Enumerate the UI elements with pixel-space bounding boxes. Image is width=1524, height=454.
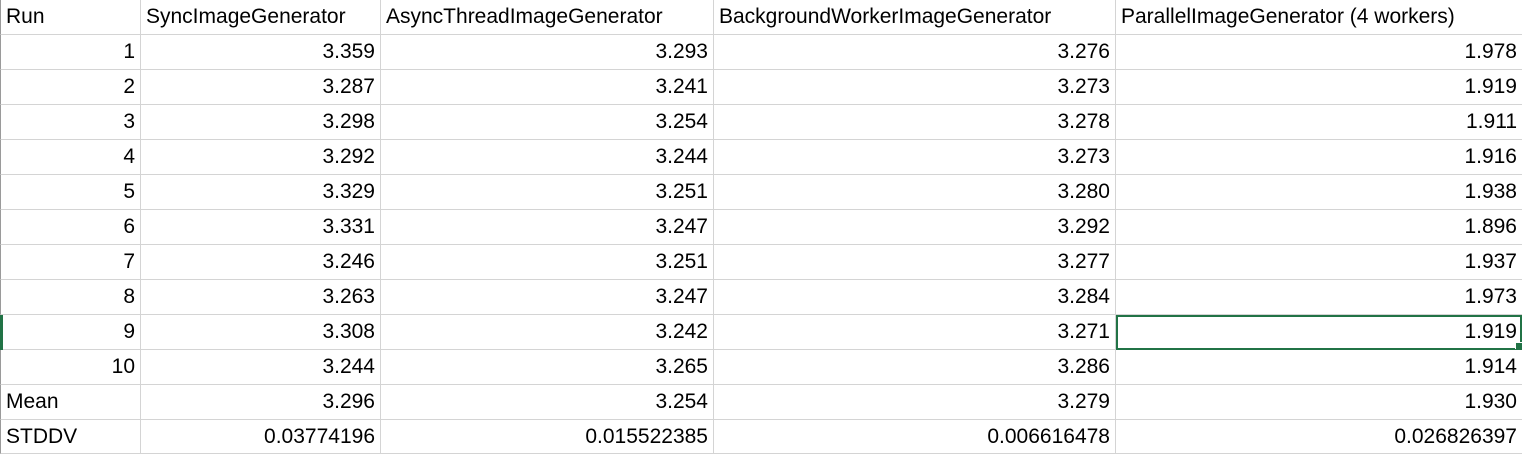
cell-background-worker[interactable]: 3.276 [714, 35, 1116, 70]
cell-background-worker[interactable]: 3.286 [714, 350, 1116, 385]
header-cell-parallel[interactable]: ParallelImageGenerator (4 workers) [1116, 0, 1522, 35]
mean-background-worker-cell[interactable]: 3.279 [714, 385, 1116, 420]
stddv-background-worker-cell[interactable]: 0.006616478 [714, 420, 1116, 454]
cell-sync[interactable]: 3.359 [141, 35, 381, 70]
mean-parallel-cell[interactable]: 1.930 [1116, 385, 1522, 420]
cell-async-thread[interactable]: 3.244 [381, 140, 714, 175]
table-row: 7 3.246 3.251 3.277 1.937 [0, 245, 1524, 280]
cell-sync[interactable]: 3.331 [141, 210, 381, 245]
cell-parallel[interactable]: 1.914 [1116, 350, 1522, 385]
cell-sync[interactable]: 3.298 [141, 105, 381, 140]
cell-run[interactable]: 3 [0, 105, 141, 140]
table-row: 3 3.298 3.254 3.278 1.911 [0, 105, 1524, 140]
table-row: 9 3.308 3.242 3.271 1.919 [0, 315, 1524, 350]
cell-parallel[interactable]: 1.896 [1116, 210, 1522, 245]
cell-parallel[interactable]: 1.938 [1116, 175, 1522, 210]
cell-run[interactable]: 4 [0, 140, 141, 175]
cell-sync[interactable]: 3.246 [141, 245, 381, 280]
cell-parallel[interactable]: 1.919 [1116, 70, 1522, 105]
table-row: 10 3.244 3.265 3.286 1.914 [0, 350, 1524, 385]
table-row: 4 3.292 3.244 3.273 1.916 [0, 140, 1524, 175]
stddv-row: STDDV 0.03774196 0.015522385 0.006616478… [0, 420, 1524, 454]
cell-run[interactable]: 9 [0, 315, 141, 350]
cell-background-worker[interactable]: 3.292 [714, 210, 1116, 245]
cell-parallel[interactable]: 1.937 [1116, 245, 1522, 280]
cell-sync[interactable]: 3.308 [141, 315, 381, 350]
cell-background-worker[interactable]: 3.278 [714, 105, 1116, 140]
cell-sync[interactable]: 3.263 [141, 280, 381, 315]
cell-background-worker[interactable]: 3.271 [714, 315, 1116, 350]
cell-parallel[interactable]: 1.978 [1116, 35, 1522, 70]
cell-run[interactable]: 2 [0, 70, 141, 105]
cell-async-thread[interactable]: 3.251 [381, 245, 714, 280]
cell-async-thread[interactable]: 3.247 [381, 280, 714, 315]
cell-background-worker[interactable]: 3.284 [714, 280, 1116, 315]
cell-sync[interactable]: 3.287 [141, 70, 381, 105]
cell-parallel[interactable]: 1.916 [1116, 140, 1522, 175]
header-cell-sync[interactable]: SyncImageGenerator [141, 0, 381, 35]
cell-async-thread[interactable]: 3.247 [381, 210, 714, 245]
cell-run[interactable]: 1 [0, 35, 141, 70]
cell-background-worker[interactable]: 3.273 [714, 140, 1116, 175]
cell-async-thread[interactable]: 3.241 [381, 70, 714, 105]
cell-run[interactable]: 6 [0, 210, 141, 245]
table-row: 5 3.329 3.251 3.280 1.938 [0, 175, 1524, 210]
cell-async-thread[interactable]: 3.293 [381, 35, 714, 70]
table-row: 1 3.359 3.293 3.276 1.978 [0, 35, 1524, 70]
stddv-label-cell[interactable]: STDDV [0, 420, 141, 454]
cell-background-worker[interactable]: 3.273 [714, 70, 1116, 105]
stddv-parallel-cell[interactable]: 0.026826397 [1116, 420, 1522, 454]
table-row: 8 3.263 3.247 3.284 1.973 [0, 280, 1524, 315]
mean-sync-cell[interactable]: 3.296 [141, 385, 381, 420]
cell-async-thread[interactable]: 3.254 [381, 105, 714, 140]
header-cell-background-worker[interactable]: BackgroundWorkerImageGenerator [714, 0, 1116, 35]
cell-parallel[interactable]: 1.911 [1116, 105, 1522, 140]
active-row-marker [0, 315, 3, 350]
cell-sync[interactable]: 3.329 [141, 175, 381, 210]
header-cell-async-thread[interactable]: AsyncThreadImageGenerator [381, 0, 714, 35]
stddv-sync-cell[interactable]: 0.03774196 [141, 420, 381, 454]
cell-background-worker[interactable]: 3.280 [714, 175, 1116, 210]
cell-async-thread[interactable]: 3.265 [381, 350, 714, 385]
header-cell-run[interactable]: Run [0, 0, 141, 35]
cell-background-worker[interactable]: 3.277 [714, 245, 1116, 280]
cell-run[interactable]: 8 [0, 280, 141, 315]
cell-sync[interactable]: 3.292 [141, 140, 381, 175]
selected-cell[interactable]: 1.919 [1116, 315, 1522, 350]
header-row: Run SyncImageGenerator AsyncThreadImageG… [0, 0, 1524, 35]
stddv-async-thread-cell[interactable]: 0.015522385 [381, 420, 714, 454]
mean-label-cell[interactable]: Mean [0, 385, 141, 420]
table-row: 2 3.287 3.241 3.273 1.919 [0, 70, 1524, 105]
cell-async-thread[interactable]: 3.242 [381, 315, 714, 350]
mean-async-thread-cell[interactable]: 3.254 [381, 385, 714, 420]
cell-parallel[interactable]: 1.973 [1116, 280, 1522, 315]
cell-async-thread[interactable]: 3.251 [381, 175, 714, 210]
cell-sync[interactable]: 3.244 [141, 350, 381, 385]
cell-run[interactable]: 5 [0, 175, 141, 210]
table-row: 6 3.331 3.247 3.292 1.896 [0, 210, 1524, 245]
mean-row: Mean 3.296 3.254 3.279 1.930 [0, 385, 1524, 420]
cell-run[interactable]: 10 [0, 350, 141, 385]
cell-run[interactable]: 7 [0, 245, 141, 280]
